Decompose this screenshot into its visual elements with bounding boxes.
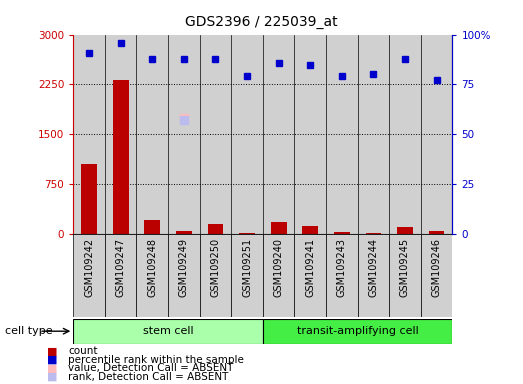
Bar bbox=[231, 234, 263, 317]
Bar bbox=[271, 222, 287, 234]
Bar bbox=[389, 35, 421, 234]
Text: GSM109248: GSM109248 bbox=[147, 238, 157, 297]
Text: transit-amplifying cell: transit-amplifying cell bbox=[297, 326, 418, 336]
Text: GSM109249: GSM109249 bbox=[179, 238, 189, 297]
Bar bbox=[144, 220, 160, 234]
Text: ■: ■ bbox=[47, 355, 58, 365]
Bar bbox=[421, 234, 452, 317]
Bar bbox=[397, 227, 413, 234]
Text: GSM109247: GSM109247 bbox=[116, 238, 126, 298]
Text: rank, Detection Call = ABSENT: rank, Detection Call = ABSENT bbox=[68, 372, 229, 382]
Text: GSM109251: GSM109251 bbox=[242, 238, 252, 298]
Bar bbox=[294, 234, 326, 317]
Bar bbox=[366, 233, 381, 234]
Bar bbox=[137, 35, 168, 234]
Bar bbox=[168, 35, 200, 234]
Bar bbox=[389, 234, 421, 317]
Text: ■: ■ bbox=[47, 363, 58, 373]
Bar bbox=[168, 234, 200, 317]
Text: GSM109243: GSM109243 bbox=[337, 238, 347, 297]
Text: GDS2396 / 225039_at: GDS2396 / 225039_at bbox=[185, 15, 338, 29]
Text: GSM109250: GSM109250 bbox=[210, 238, 220, 298]
Bar bbox=[263, 319, 452, 344]
Bar bbox=[137, 234, 168, 317]
Bar bbox=[294, 35, 326, 234]
Bar bbox=[326, 234, 358, 317]
Bar bbox=[326, 35, 358, 234]
Bar bbox=[105, 35, 137, 234]
Text: percentile rank within the sample: percentile rank within the sample bbox=[68, 355, 244, 365]
Bar bbox=[334, 232, 350, 234]
Bar bbox=[73, 35, 105, 234]
Text: GSM109240: GSM109240 bbox=[274, 238, 283, 297]
Text: GSM109246: GSM109246 bbox=[431, 238, 441, 297]
Bar bbox=[263, 234, 294, 317]
Text: GSM109241: GSM109241 bbox=[305, 238, 315, 297]
Bar bbox=[302, 225, 318, 234]
Text: ■: ■ bbox=[47, 372, 58, 382]
Bar bbox=[263, 35, 294, 234]
Bar bbox=[231, 35, 263, 234]
Bar bbox=[73, 319, 263, 344]
Bar bbox=[73, 234, 105, 317]
Text: GSM109245: GSM109245 bbox=[400, 238, 410, 298]
Bar bbox=[176, 230, 192, 234]
Text: GSM109242: GSM109242 bbox=[84, 238, 94, 298]
Bar bbox=[429, 232, 445, 234]
Bar bbox=[239, 233, 255, 234]
Text: count: count bbox=[68, 346, 97, 356]
Text: cell type: cell type bbox=[5, 326, 53, 336]
Bar bbox=[421, 35, 452, 234]
Text: value, Detection Call = ABSENT: value, Detection Call = ABSENT bbox=[68, 363, 233, 373]
Text: GSM109244: GSM109244 bbox=[368, 238, 379, 297]
Bar bbox=[208, 223, 223, 234]
Bar bbox=[113, 81, 129, 234]
Bar bbox=[200, 35, 231, 234]
Bar bbox=[105, 234, 137, 317]
Bar bbox=[358, 35, 389, 234]
Bar bbox=[358, 234, 389, 317]
Text: stem cell: stem cell bbox=[143, 326, 194, 336]
Bar bbox=[200, 234, 231, 317]
Text: ■: ■ bbox=[47, 346, 58, 356]
Bar bbox=[81, 164, 97, 234]
